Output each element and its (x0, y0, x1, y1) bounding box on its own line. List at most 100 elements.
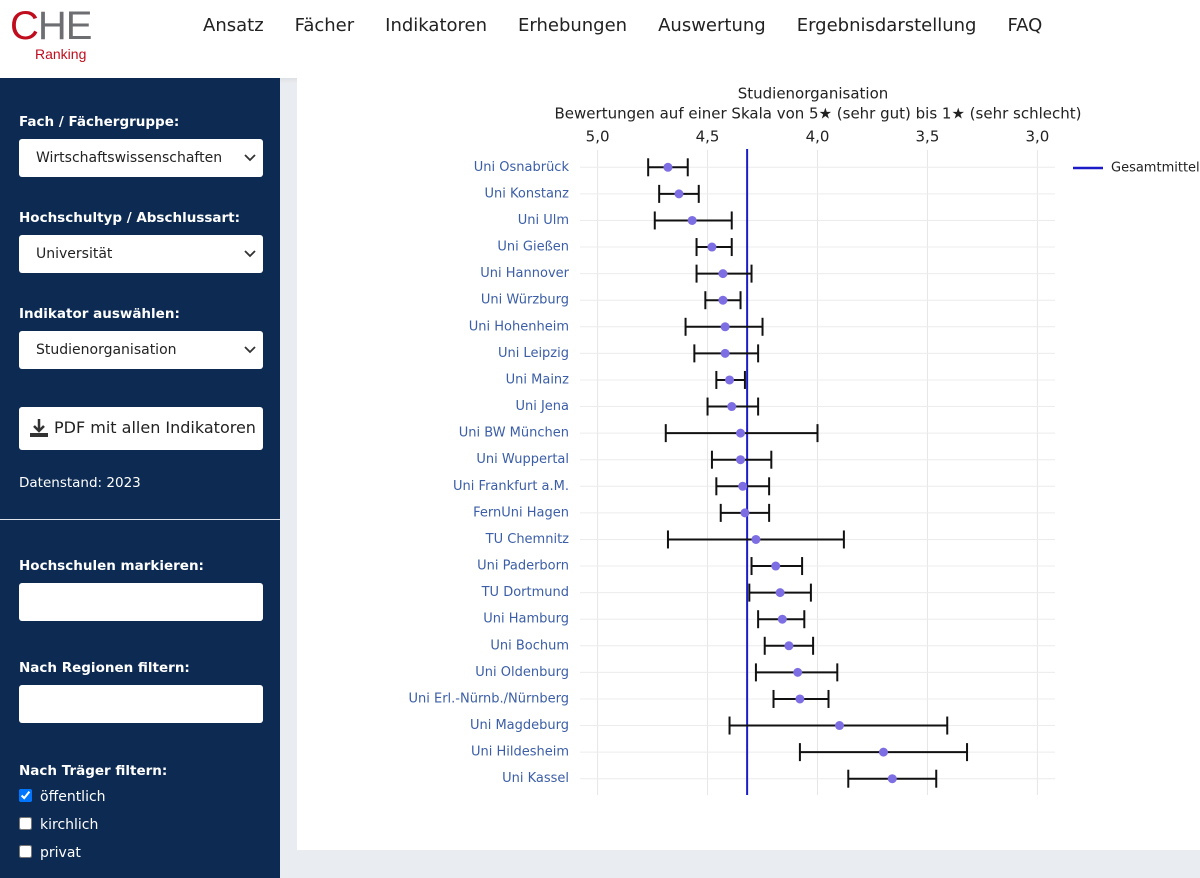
select-value: Studienorganisation (36, 342, 177, 358)
data-point (771, 561, 781, 571)
text-input[interactable] (19, 583, 263, 621)
data-point (736, 428, 746, 438)
checkbox-label: kirchlich (40, 817, 99, 833)
checkbox-label: privat (40, 845, 81, 861)
navigation: Ansatz Fächer Indikatoren Erhebungen Auswert… (203, 15, 1042, 36)
nav-item[interactable]: Auswertung (658, 15, 766, 36)
category-label: Uni Hildesheim (471, 745, 569, 760)
legend-label: Gesamtmittel (1111, 161, 1200, 176)
nav-item[interactable]: Fächer (294, 15, 355, 36)
data-point (795, 694, 805, 704)
category-label: Uni Bochum (490, 638, 569, 653)
field-label: Hochschultyp / Abschlussart: (19, 210, 241, 226)
data-point (834, 721, 844, 731)
data-point (720, 348, 730, 358)
field-label: Fach / Fächergruppe: (19, 114, 180, 130)
pdf-button[interactable]: PDF mit allen Indikatoren (19, 407, 263, 450)
data-point (775, 588, 785, 598)
category-label: Uni Leipzig (498, 346, 569, 361)
select[interactable]: Universität (19, 235, 263, 273)
data-point (707, 242, 717, 252)
button-label: PDF mit allen Indikatoren (54, 418, 256, 437)
category-label: Uni Wuppertal (476, 452, 569, 467)
category-label: Uni Jena (515, 399, 569, 414)
nav-item[interactable]: Erhebungen (518, 15, 628, 36)
divider (0, 519, 280, 520)
category-label: Uni Mainz (506, 372, 570, 387)
chart-title: Studienorganisation (738, 85, 889, 103)
category-label: Uni Magdeburg (470, 718, 569, 733)
x-tick-label: 5,0 (586, 128, 610, 146)
checkbox-row: privat (19, 845, 81, 861)
data-point (725, 375, 735, 385)
category-label: Uni Konstanz (485, 186, 570, 201)
category-label: Uni Oldenburg (475, 665, 569, 680)
nav-item[interactable]: Ergebnisdarstellung (796, 15, 977, 36)
checkbox-row: öffentlich (19, 789, 106, 805)
field-label: Nach Träger filtern: (19, 763, 168, 779)
chevron (244, 346, 256, 354)
logo[interactable]: CHE (10, 4, 92, 48)
category-label: Uni Frankfurt a.M. (453, 479, 569, 494)
checkbox-row: kirchlich (19, 817, 98, 833)
select[interactable]: Studienorganisation (19, 331, 263, 369)
data-date: Datenstand: 2023 (19, 475, 141, 491)
category-label: Uni Gießen (497, 240, 569, 255)
data-point (736, 455, 746, 465)
data-point (738, 481, 748, 491)
category-label: Uni Würzburg (481, 293, 569, 308)
chevron (244, 250, 256, 258)
select-value: Wirtschaftswissenschaften (36, 150, 223, 166)
chart-card: Studienorganisation Bewertungen auf eine… (297, 78, 1200, 850)
data-point (777, 614, 787, 624)
category-label: Uni Kassel (502, 771, 569, 786)
chart-subtitle: Bewertungen auf einer Skala von 5★ (sehr… (555, 105, 1082, 123)
data-point (878, 747, 888, 757)
data-point (663, 162, 673, 172)
select-value: Universität (36, 246, 113, 262)
field-label: Indikator auswählen: (19, 306, 180, 322)
checkbox[interactable] (19, 817, 32, 830)
data-point (718, 269, 728, 279)
category-label: Uni Paderborn (477, 559, 569, 574)
logo-subtitle: Ranking (35, 46, 87, 62)
chevron (244, 154, 256, 162)
select[interactable]: Wirtschaftswissenschaften (19, 139, 263, 177)
data-point (720, 322, 730, 332)
text-input[interactable] (19, 685, 263, 723)
nav-item[interactable]: Ansatz (203, 15, 264, 36)
category-label: Uni Ulm (518, 213, 569, 228)
data-point (793, 667, 803, 677)
data-point (727, 402, 737, 412)
data-point (740, 508, 750, 518)
category-label: TU Dortmund (481, 585, 569, 600)
category-label: FernUni Hagen (473, 505, 569, 520)
category-label: Uni Hohenheim (469, 319, 569, 334)
data-point (718, 295, 728, 305)
sidebar: Fach / Fächergruppe: Wirtschaftswissensc… (0, 78, 280, 878)
category-label: TU Chemnitz (485, 532, 570, 547)
data-point (784, 641, 794, 651)
header: CHE Ranking Ansatz Fächer Indikatoren Erheb… (0, 0, 1200, 78)
checkbox-label: öffentlich (40, 789, 106, 805)
category-label: Uni BW München (459, 426, 569, 441)
field-label: Hochschulen markieren: (19, 558, 204, 574)
x-tick-label: 4,0 (806, 128, 830, 146)
category-label: Uni Hamburg (483, 612, 569, 627)
data-point (887, 774, 897, 784)
checkbox[interactable] (19, 845, 32, 858)
category-label: Uni Hannover (480, 266, 569, 281)
nav-item[interactable]: FAQ (1007, 15, 1043, 36)
data-point (751, 534, 761, 544)
data-point (687, 215, 697, 225)
field-label: Nach Regionen filtern: (19, 660, 190, 676)
chart: Studienorganisation Bewertungen auf eine… (408, 85, 1200, 795)
x-tick-label: 3,5 (916, 128, 940, 146)
checkbox[interactable] (19, 789, 32, 802)
x-tick-label: 4,5 (696, 128, 720, 146)
data-point (674, 189, 684, 199)
nav-item[interactable]: Indikatoren (385, 15, 487, 36)
category-label: Uni Osnabrück (474, 160, 570, 175)
